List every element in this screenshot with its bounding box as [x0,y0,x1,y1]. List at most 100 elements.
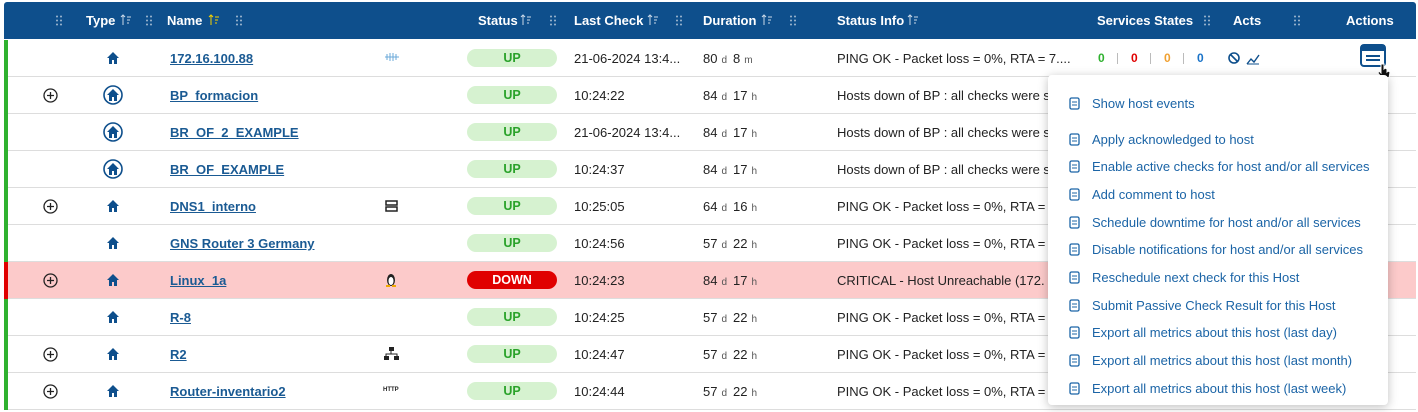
host-icon [386,274,396,287]
actions-menu: Show host events Apply acknowledged to ho… [1048,75,1388,405]
drag-handle[interactable] [550,15,556,26]
column-header[interactable]: Actions [1346,13,1394,28]
sort-icon[interactable] [208,14,220,26]
type-icon [107,311,119,323]
column-header[interactable]: Name [167,13,203,28]
host-name[interactable]: BP_formacion [170,88,259,103]
menu-item[interactable]: Export all metrics about this host (last… [1092,353,1353,368]
column-header[interactable]: Status Info [837,13,905,28]
sort-icon[interactable] [647,14,659,26]
duration: 84 d 17 h [703,162,763,177]
duration-unit: d [721,351,728,362]
menu-item-icon[interactable] [1068,133,1081,146]
duration-value: 22 [733,310,748,325]
host-name[interactable]: BR_OF_2_EXAMPLE [170,125,299,140]
expand-button[interactable] [43,384,58,399]
sort-icon[interactable] [120,14,132,26]
menu-item[interactable]: Reschedule next check for this Host [1092,270,1300,285]
host-name[interactable]: 172.16.100.88 [170,51,254,66]
status-bar [4,336,8,373]
menu-item-icon[interactable] [1068,326,1081,339]
menu-item[interactable]: Disable notifications for host and/or al… [1092,242,1363,257]
service-count[interactable]: 0 [1197,51,1204,65]
actions-button[interactable] [1360,44,1386,68]
host-name[interactable]: BR_OF_EXAMPLE [170,162,285,177]
column-header[interactable]: Acts [1233,13,1262,28]
menu-item-icon[interactable] [1068,299,1081,312]
duration-value: 8 [733,51,741,66]
drag-handle[interactable] [146,15,152,26]
separator [1150,53,1151,64]
status-info: PING OK - Packet loss = 0%, RTA = [837,199,1046,214]
status-bar [4,188,8,225]
service-count[interactable]: 0 [1164,51,1171,65]
menu-item-icon[interactable] [1068,216,1081,229]
menu-item-icon[interactable] [1068,354,1081,367]
status-badge: UP [467,308,557,326]
drag-handle[interactable] [1294,15,1300,26]
menu-item[interactable]: Apply acknowledged to host [1092,132,1254,147]
host-name[interactable]: R-8 [170,310,191,325]
last-check: 10:24:44 [574,384,625,399]
service-count[interactable]: 0 [1131,51,1138,65]
drag-handle[interactable] [56,15,62,26]
sort-icon[interactable] [520,14,532,26]
column-header[interactable]: Status [478,13,518,28]
type-icon [103,159,123,179]
expand-button[interactable] [43,273,58,288]
status-badge: UP [467,49,557,67]
duration: 57 d 22 h [703,384,763,399]
duration-value: 16 [733,199,748,214]
menu-item-icon[interactable] [1068,243,1081,256]
duration-unit: h [751,240,758,251]
sort-icon[interactable] [907,14,919,26]
status-bar [4,114,8,151]
drag-handle[interactable] [236,15,242,26]
column-header[interactable]: Last Check [574,13,644,28]
host-name[interactable]: Linux_1a [170,273,227,288]
host-name[interactable]: R2 [170,347,187,362]
menu-item-icon[interactable] [1068,160,1081,173]
menu-item-icon[interactable] [1068,382,1081,395]
status-bar [4,151,8,188]
duration-unit: d [721,129,728,140]
sort-icon[interactable] [761,14,773,26]
duration-value: 57 [703,347,718,362]
last-check: 10:24:23 [574,273,625,288]
service-count[interactable]: 0 [1098,51,1105,65]
expand-button[interactable] [43,88,58,103]
duration-unit: h [751,129,758,140]
expand-button[interactable] [43,199,58,214]
duration-value: 22 [733,347,748,362]
menu-item-icon[interactable] [1068,271,1081,284]
column-header[interactable]: Type [86,13,116,28]
menu-item[interactable]: Export all metrics about this host (last… [1092,325,1337,340]
graph-icon[interactable] [1246,53,1260,65]
drag-handle[interactable] [1204,15,1210,26]
menu-item[interactable]: Submit Passive Check Result for this Hos… [1092,298,1336,313]
status-info: PING OK - Packet loss = 0%, RTA = [837,384,1046,399]
duration-value: 80 [703,51,718,66]
menu-item[interactable]: Enable active checks for host and/or all… [1092,159,1370,174]
menu-item-icon[interactable] [1068,97,1081,110]
menu-item[interactable]: Export all metrics about this host (last… [1092,381,1347,396]
duration-value: 17 [733,273,748,288]
drag-handle[interactable] [676,15,682,26]
last-check: 21-06-2024 13:4... [574,51,681,66]
menu-item[interactable]: Schedule downtime for host and/or all se… [1092,215,1361,230]
status-badge: UP [467,160,557,178]
expand-button[interactable] [43,347,58,362]
drag-handle[interactable] [790,15,796,26]
separator [1183,53,1184,64]
host-name[interactable]: DNS1_interno [170,199,256,214]
host-row: 172.16.100.88 UP 21-06-2024 13:4... 80 d 8 m PI… [4,40,1416,79]
host-name[interactable]: GNS Router 3 Germany [170,236,315,251]
host-name[interactable]: Router-inventario2 [170,384,286,399]
duration: 57 d 22 h [703,347,763,362]
menu-item[interactable]: Add comment to host [1092,187,1215,202]
menu-item-icon[interactable] [1068,188,1081,201]
menu-item[interactable]: Show host events [1092,96,1195,111]
column-header[interactable]: Services States [1097,13,1194,28]
disable-checks-icon[interactable] [1228,52,1240,64]
column-header[interactable]: Duration [703,13,757,28]
